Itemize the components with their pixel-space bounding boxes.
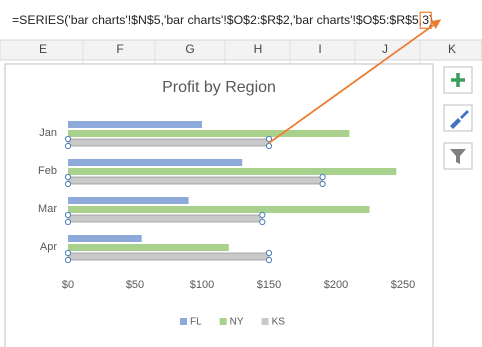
y-tick-label: Apr <box>40 241 57 253</box>
selection-handle <box>64 211 72 219</box>
bar <box>67 138 270 147</box>
x-tick-label: $250 <box>391 279 415 291</box>
bar <box>67 214 263 223</box>
bar <box>68 121 202 128</box>
column-header: F <box>116 42 123 56</box>
y-tick-label: Mar <box>38 203 57 215</box>
selection-handle <box>265 135 273 143</box>
x-tick-label: $150 <box>257 279 281 291</box>
column-header: K <box>448 42 456 56</box>
column-header-row <box>0 39 482 61</box>
annotation-arrow <box>268 24 434 144</box>
bar <box>68 244 229 251</box>
bar <box>67 252 270 261</box>
formula-highlight: 3 <box>422 13 429 27</box>
selection-handle <box>64 180 72 188</box>
bar <box>68 159 243 166</box>
x-tick-label: $50 <box>126 279 144 291</box>
bar <box>67 176 324 185</box>
chart-area[interactable] <box>4 63 434 347</box>
bar <box>68 197 189 204</box>
selection-handle <box>319 180 326 188</box>
brush-icon <box>450 110 469 129</box>
legend-swatch <box>180 318 187 325</box>
x-tick-label: $200 <box>324 279 348 291</box>
selection-handle <box>64 173 72 181</box>
selection-handle <box>64 249 72 257</box>
selection-handle <box>64 142 72 150</box>
highlight-box <box>419 11 432 29</box>
selection-handle <box>319 173 326 181</box>
x-tick-label: $0 <box>62 279 74 291</box>
y-tick-label: Feb <box>38 165 57 177</box>
arrow-head <box>430 19 442 29</box>
column-header: E <box>39 42 47 56</box>
column-header: I <box>318 42 321 56</box>
filter-icon <box>450 149 466 164</box>
column-header: J <box>382 42 388 56</box>
chart-buttons <box>443 66 473 170</box>
selection-handle <box>265 142 273 150</box>
selection-handle <box>259 211 266 219</box>
y-tick-label: Jan <box>39 127 57 139</box>
legend-swatch <box>219 318 227 325</box>
chart-title: Profit by Region <box>162 79 276 96</box>
selection-handle <box>64 256 72 264</box>
bar <box>68 130 350 137</box>
formula-text: =SERIES('bar charts'!$N$5,'bar charts'!$… <box>12 13 433 27</box>
column-header: H <box>254 42 263 56</box>
column-header: G <box>185 42 194 56</box>
formula-part: =SERIES('bar charts'!$N$5,'bar charts'!$… <box>12 13 422 27</box>
selection-handle <box>265 256 273 264</box>
legend-swatch <box>261 318 269 325</box>
x-tick-label: $100 <box>190 279 214 291</box>
legend-label: KS <box>272 317 286 328</box>
formula-bar[interactable] <box>0 0 482 40</box>
legend-label: NY <box>230 317 244 328</box>
selection-handle <box>64 218 72 226</box>
plus-icon <box>451 73 465 87</box>
bar <box>68 168 397 175</box>
legend-label: FL <box>190 317 202 328</box>
selection-handle <box>259 218 266 226</box>
bar <box>68 206 370 213</box>
selection-handle <box>265 249 273 257</box>
bar <box>68 235 142 242</box>
selection-handle <box>64 135 72 143</box>
